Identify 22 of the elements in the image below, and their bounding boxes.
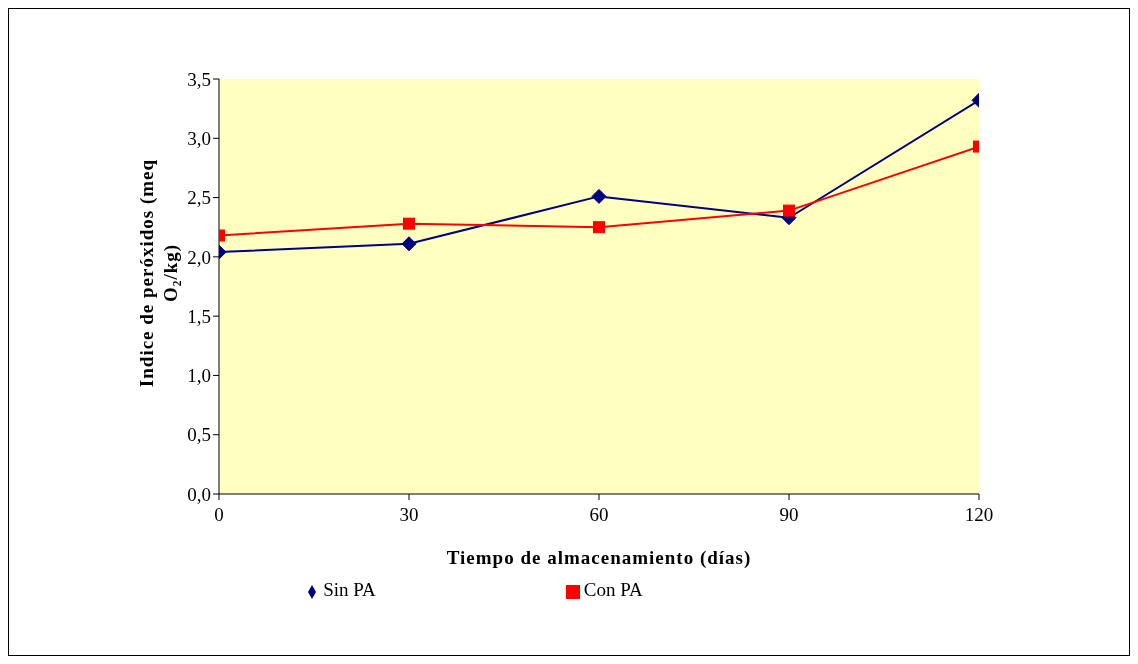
x-tick-label: 0 (214, 504, 224, 526)
legend-label: Con PA (583, 579, 643, 600)
y-tick-label: 0,0 (187, 483, 211, 505)
y-axis-title: Indice de peróxidos (meq O₂/kg) (135, 158, 182, 388)
y-tick-label: 2,5 (187, 187, 211, 209)
y-tick-label: 2,0 (187, 246, 211, 268)
x-axis-title: Tiempo de almacenamiento (días) (446, 547, 752, 569)
point (403, 217, 415, 230)
x-tick-label: 120 (964, 504, 994, 526)
point (783, 204, 795, 217)
y-tick-label: 1,5 (187, 305, 211, 327)
y-tick-label: 3,0 (187, 128, 211, 150)
x-tick-label: 60 (589, 504, 609, 526)
y-tick-label: 0,5 (187, 424, 211, 446)
point (401, 236, 417, 252)
point (591, 188, 607, 204)
legend-label: Sin PA (323, 579, 376, 600)
x-tick-label: 30 (399, 504, 419, 526)
x-tick-label: 90 (779, 504, 799, 526)
point (593, 221, 605, 234)
y-tick-label: 3,5 (187, 68, 211, 90)
y-tick-label: 1,0 (187, 365, 211, 387)
